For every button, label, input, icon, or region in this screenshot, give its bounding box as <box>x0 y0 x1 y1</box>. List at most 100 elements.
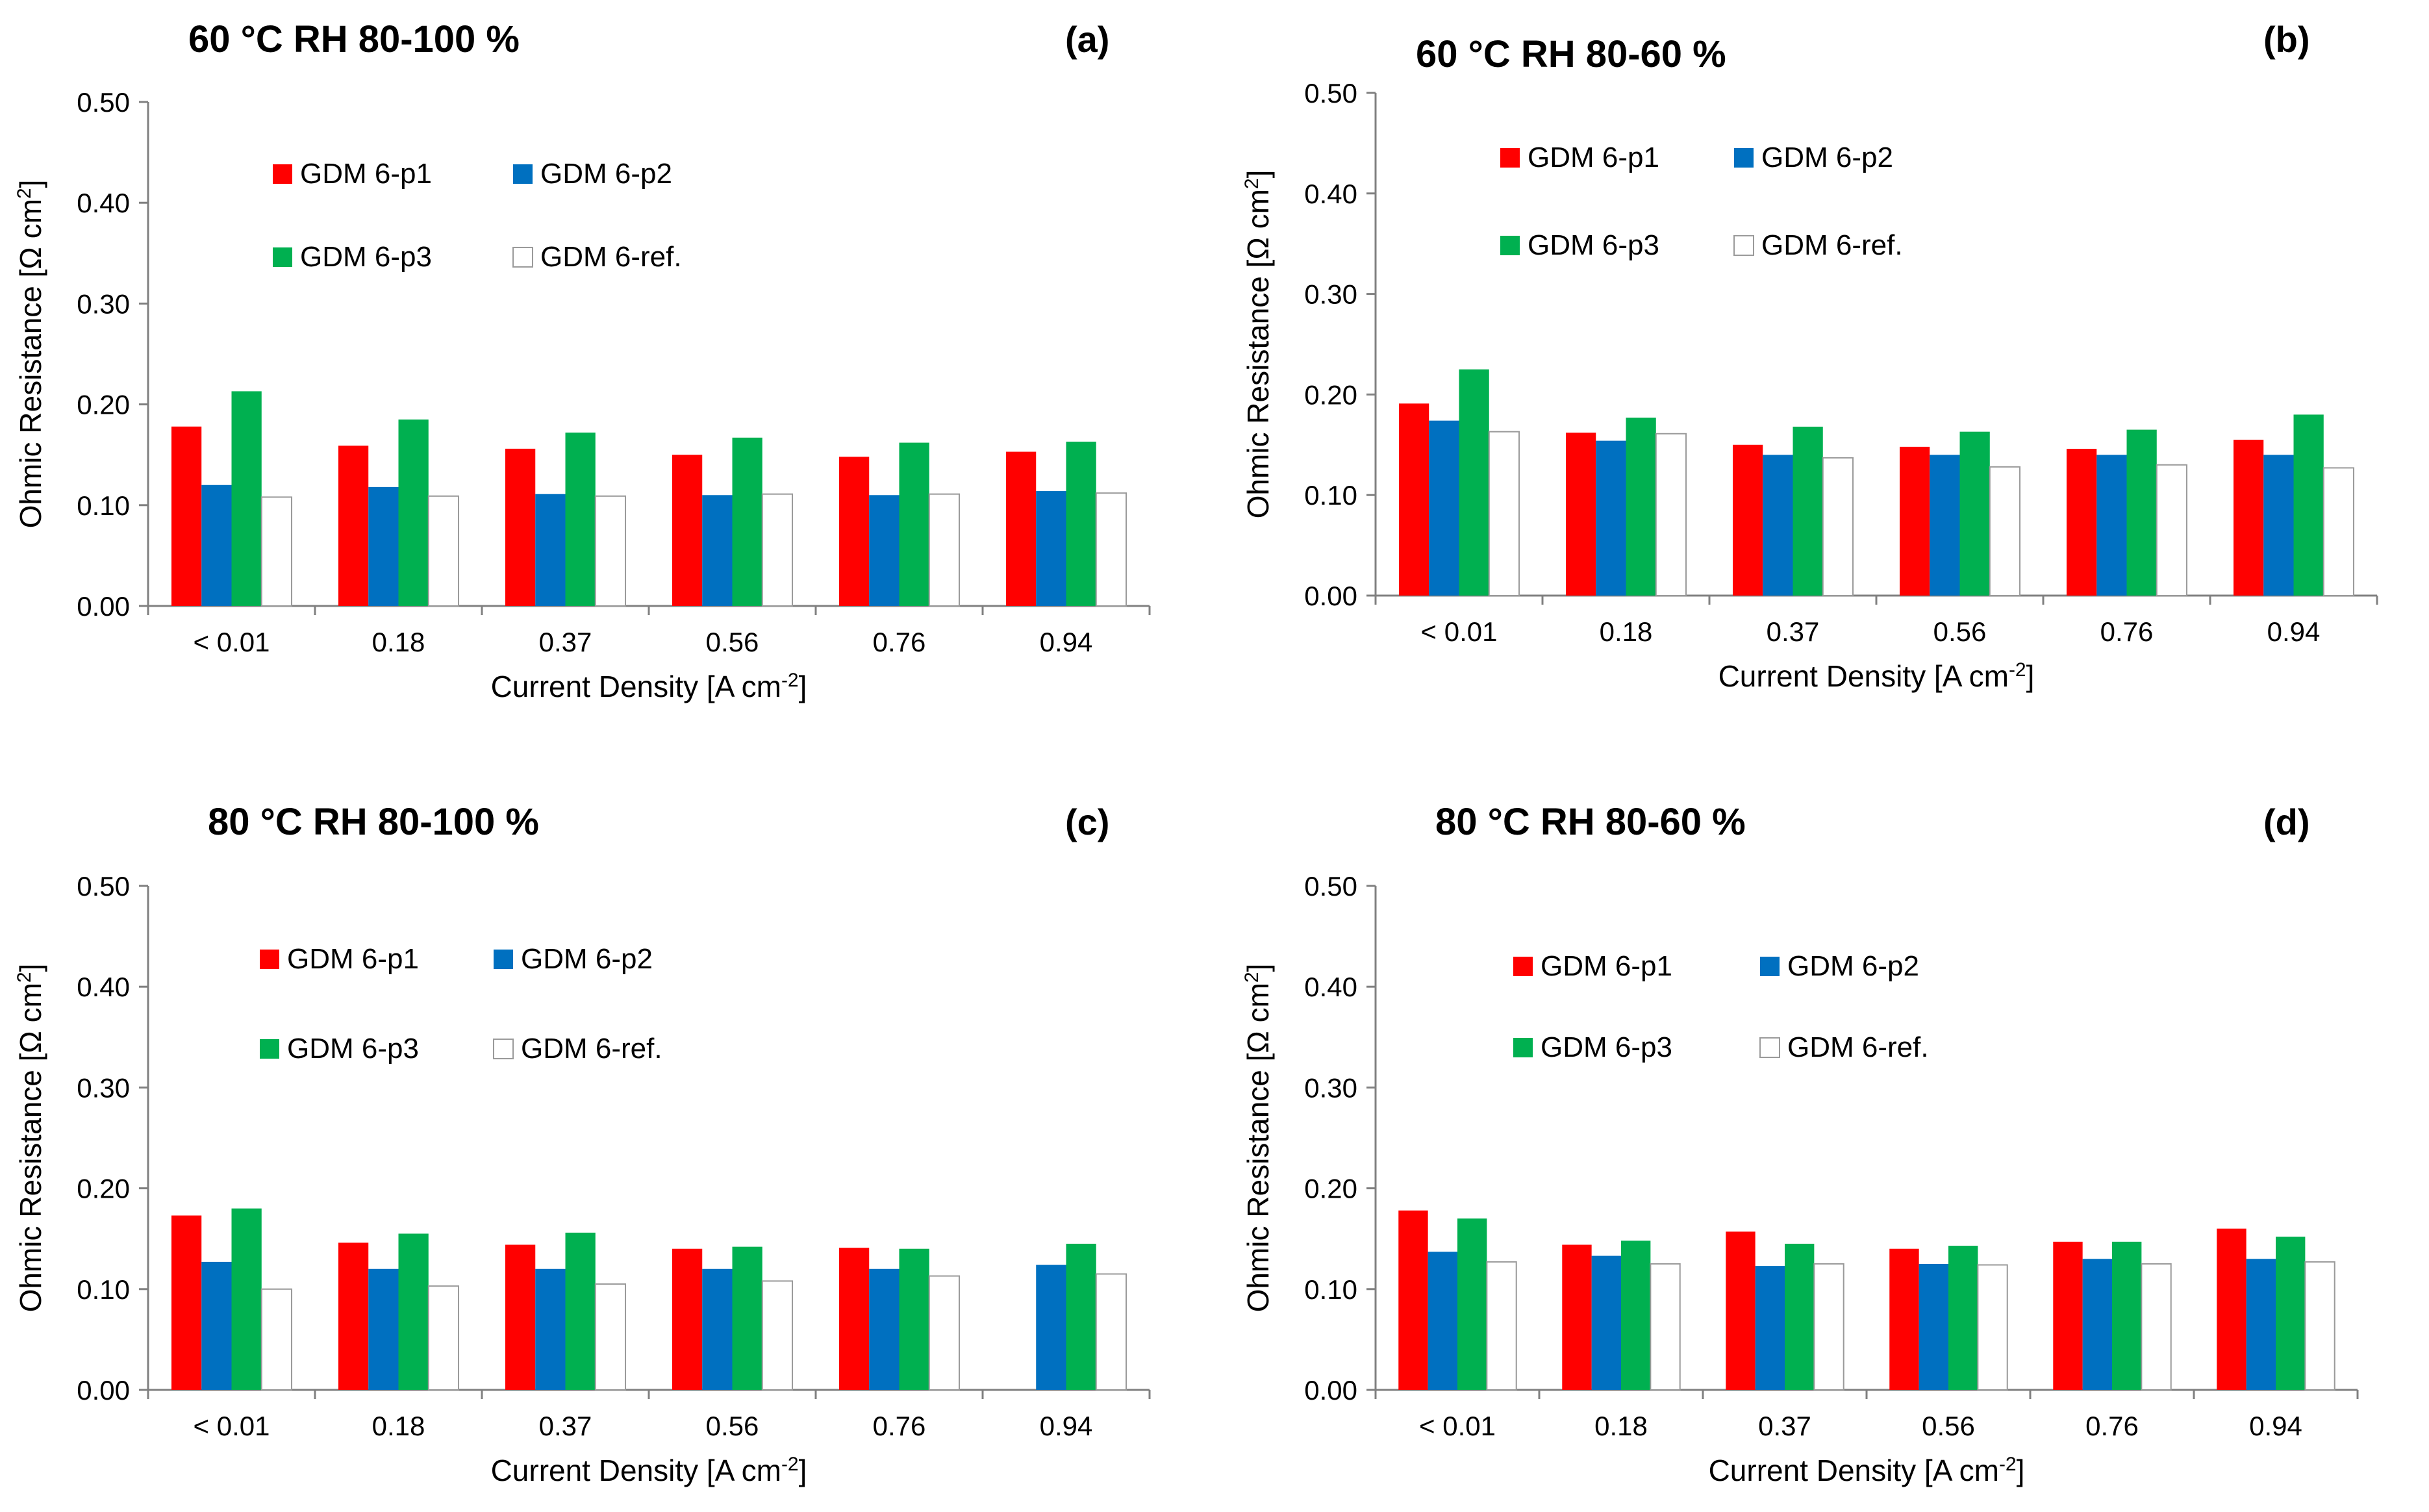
bar-gdm-6-p1-0 <box>171 1215 202 1390</box>
y-axis-title: Ohmic Resistance [Ω cm2] <box>1241 964 1275 1313</box>
y-tick-label: 0.00 <box>77 591 130 622</box>
bar-gdm-6-p3-2 <box>565 433 596 606</box>
legend-swatch <box>260 1039 279 1059</box>
y-axis-title: Ohmic Resistance [Ω cm2] <box>14 180 47 529</box>
y-axis-title-sup: 2 <box>1241 178 1263 189</box>
x-axis-title-sup: -2 <box>1999 1454 2017 1475</box>
y-tick-label: 0.40 <box>77 972 130 1002</box>
bar-gdm-6-p1-5 <box>2217 1228 2247 1390</box>
bar-gdm-6-p1-1 <box>1562 1244 1592 1390</box>
bar-gdm-6-p1-4 <box>838 457 870 606</box>
bar-gdm-6-p3-5 <box>1066 442 1096 606</box>
legend-swatch <box>273 164 292 184</box>
bar-gdm-6-p2-1 <box>368 486 399 606</box>
bar-gdm-6-p3-0 <box>231 391 262 606</box>
bar-gdm-6-p3-2 <box>1785 1243 1815 1390</box>
bar-gdm-6-ref-2 <box>1813 1263 1844 1391</box>
x-category-label: 0.37 <box>1758 1411 1811 1441</box>
legend-label: GDM 6-p3 <box>300 241 432 273</box>
legend-swatch <box>1733 235 1754 256</box>
bar-gdm-6-ref-4 <box>928 493 961 607</box>
bar-gdm-6-p3-3 <box>732 1246 762 1390</box>
y-tick-label: 0.20 <box>77 390 130 420</box>
bar-gdm-6-p1-2 <box>1732 444 1763 596</box>
legend-label: GDM 6-p2 <box>521 943 653 975</box>
bar-gdm-6-ref-4 <box>2141 1263 2172 1391</box>
y-tick-label: 0.10 <box>77 1274 130 1305</box>
bar-gdm-6-p2-2 <box>535 1268 566 1390</box>
bar-gdm-6-p2-0 <box>201 1261 232 1390</box>
bar-gdm-6-ref-3 <box>761 493 794 607</box>
bar-gdm-6-p2-5 <box>1036 1265 1066 1390</box>
bar-gdm-6-ref-2 <box>594 495 627 607</box>
y-tick-label: 0.20 <box>1304 379 1357 410</box>
x-axis-title-main: Current Density [A cm <box>491 1454 781 1487</box>
bar-gdm-6-p1-2 <box>1726 1231 1756 1390</box>
x-axis-title-end: ] <box>799 1454 807 1487</box>
legend-label: GDM 6-p1 <box>1541 950 1672 982</box>
bar-gdm-6-p2-3 <box>1919 1264 1948 1390</box>
bar-gdm-6-p1-3 <box>672 455 703 606</box>
legend-swatch <box>1513 1038 1533 1057</box>
bar-gdm-6-ref-5 <box>2322 467 2355 596</box>
x-category-label: 0.94 <box>1040 1411 1093 1441</box>
bar-gdm-6-p2-3 <box>1930 455 1960 596</box>
bar-gdm-6-ref-3 <box>1989 466 2021 597</box>
bar-gdm-6-p3-5 <box>2276 1237 2306 1390</box>
bar-gdm-6-p2-2 <box>1755 1266 1785 1390</box>
x-category-label: 0.76 <box>2100 616 2154 647</box>
bar-gdm-6-p1-2 <box>505 448 536 606</box>
bar-gdm-6-ref-3 <box>1977 1264 2008 1391</box>
x-axis-title-sup: -2 <box>2009 659 2026 681</box>
bar-gdm-6-p3-5 <box>2293 414 2324 596</box>
bar-gdm-6-p3-1 <box>398 1233 429 1390</box>
bar-gdm-6-p2-4 <box>869 1268 900 1390</box>
legend-label: GDM 6-p2 <box>1787 950 1919 982</box>
y-tick-label: 0.30 <box>1304 1072 1357 1103</box>
panel-title: 80 °C RH 80-60 % <box>1435 801 1746 843</box>
bar-gdm-6-ref-0 <box>260 496 293 607</box>
bar-gdm-6-p3-3 <box>732 437 762 606</box>
legend-swatch <box>1500 236 1520 255</box>
legend-label: GDM 6-p3 <box>287 1033 419 1065</box>
panel-title: 60 °C RH 80-60 % <box>1416 33 1726 75</box>
legend-label: GDM 6-p1 <box>1528 142 1659 173</box>
legend-label: GDM 6-ref. <box>1787 1031 1929 1063</box>
legend-label: GDM 6-ref. <box>540 241 682 273</box>
legend-label: GDM 6-p2 <box>1761 142 1893 173</box>
x-category-label: 0.18 <box>372 627 425 657</box>
x-category-label: 0.56 <box>706 1411 759 1441</box>
x-axis-title: Current Density [A cm-2] <box>491 1454 807 1487</box>
bar-gdm-6-p2-5 <box>2246 1259 2276 1390</box>
x-category-label: 0.94 <box>1040 627 1093 657</box>
x-category-label: 0.76 <box>873 627 926 657</box>
bar-gdm-6-p3-4 <box>899 442 929 606</box>
legend-label: GDM 6-p3 <box>1541 1031 1672 1063</box>
bar-gdm-6-p3-2 <box>1793 426 1823 596</box>
legend-swatch <box>513 164 533 184</box>
bar-gdm-6-p1-0 <box>171 426 202 606</box>
bar-gdm-6-p2-1 <box>1596 440 1626 596</box>
x-axis-title-end: ] <box>2026 659 2035 693</box>
panel-letter: (a) <box>1065 19 1109 60</box>
bar-gdm-6-p1-0 <box>1398 403 1429 596</box>
bar-gdm-6-p1-1 <box>1565 433 1596 596</box>
bar-gdm-6-ref-3 <box>761 1280 794 1391</box>
bar-gdm-6-p1-3 <box>1889 1248 1919 1390</box>
legend-swatch <box>494 950 513 969</box>
bar-gdm-6-p1-0 <box>1398 1210 1428 1390</box>
chart-panel-b: 60 °C RH 80-60 % (b) 0.00 0.10 0.20 0.30 0.40 0… <box>1241 19 2378 693</box>
x-category-label: 0.37 <box>539 627 592 657</box>
bar-gdm-6-p2-5 <box>2263 455 2294 596</box>
y-tick-label: 0.50 <box>77 87 130 118</box>
bar-gdm-6-p3-4 <box>2126 429 2157 596</box>
x-category-label: 0.76 <box>873 1411 926 1441</box>
y-tick-label: 0.50 <box>77 871 130 901</box>
legend-swatch <box>1734 148 1754 168</box>
y-tick-label: 0.30 <box>77 288 130 319</box>
bar-gdm-6-p1-2 <box>505 1244 536 1390</box>
x-category-label: 0.94 <box>2267 616 2321 647</box>
legend-swatch <box>260 950 279 969</box>
bar-gdm-6-p2-3 <box>702 1268 733 1390</box>
bar-gdm-6-p3-2 <box>565 1232 596 1390</box>
